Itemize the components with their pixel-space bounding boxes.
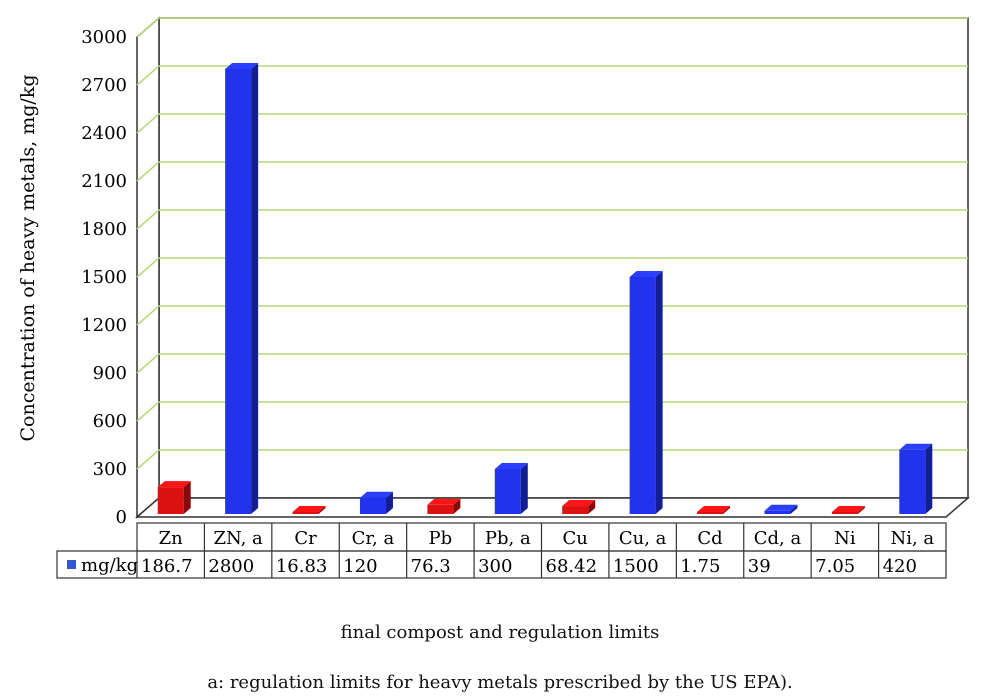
bar-front (427, 504, 454, 514)
data-value-label: 1500 (613, 556, 659, 577)
table-value-row (56, 550, 947, 579)
bar-top (494, 463, 528, 469)
bar-top (157, 481, 191, 488)
category-label: ZN, a (213, 528, 263, 549)
bar-front (899, 449, 926, 514)
bar-front (562, 506, 589, 514)
data-value-label: 7.05 (815, 556, 855, 577)
bar-side (790, 504, 798, 514)
bar-front (697, 512, 724, 514)
category-label: Cd, a (754, 528, 802, 549)
bar-top (292, 506, 326, 512)
data-value-label: 39 (748, 556, 771, 577)
plot-floor (134, 497, 971, 518)
bar-top (899, 443, 933, 450)
bar-side (453, 498, 461, 514)
bar-front (157, 487, 184, 514)
category-label: Cd (697, 528, 722, 549)
category-label: Ni, a (890, 528, 934, 549)
bar-front (292, 512, 319, 514)
y-tick-label: 1500 (81, 267, 127, 288)
category-label: Cu (563, 528, 588, 549)
chart-footnote: a: regulation limits for heavy metals pr… (207, 672, 793, 693)
y-tick-label: 600 (93, 411, 127, 432)
bar-top (225, 63, 259, 69)
gridline (136, 353, 968, 374)
category-label: Pb (429, 528, 453, 549)
gridline (136, 17, 968, 38)
category-label: Cu, a (619, 528, 667, 549)
gridline (136, 449, 968, 470)
gridline (136, 401, 968, 422)
bar-front (764, 510, 791, 514)
gridline (136, 305, 968, 326)
bar-front (831, 512, 858, 514)
x-axis-title: final compost and regulation limits (340, 622, 660, 643)
bar-side (655, 271, 663, 514)
data-value-label: 68.42 (546, 556, 598, 577)
bar-side (925, 443, 933, 514)
data-value-label: 300 (478, 556, 512, 577)
data-value-label: 186.7 (141, 556, 193, 577)
category-label: Cr, a (352, 528, 395, 549)
gridline (136, 161, 968, 182)
bar-front (225, 69, 252, 514)
y-tick-label: 2100 (81, 171, 127, 192)
data-value-label: 76.3 (411, 556, 451, 577)
bar-top (427, 498, 461, 505)
legend-swatch (67, 560, 76, 569)
data-value-label: 2800 (208, 556, 254, 577)
gridline (136, 209, 968, 230)
bar-front (629, 277, 656, 514)
bar-side (183, 481, 191, 514)
y-tick-label: 1800 (81, 219, 127, 240)
bar-side (857, 506, 865, 514)
category-label: Cr (294, 528, 317, 549)
data-value-label: 420 (883, 556, 917, 577)
bar-side (588, 500, 596, 514)
y-tick-label: 2400 (81, 123, 127, 144)
data-value-label: 120 (343, 556, 377, 577)
y-tick-label: 900 (93, 363, 127, 384)
y-tick-label: 1200 (81, 315, 127, 336)
data-value-label: 1.75 (680, 556, 720, 577)
bar-side (723, 506, 731, 514)
bar-top (629, 271, 663, 277)
y-tick-label: 0 (116, 507, 127, 528)
gridline (136, 65, 968, 86)
gridline (136, 113, 968, 134)
category-label: Ni (834, 528, 856, 549)
bar-top (764, 504, 798, 511)
bar-front (494, 469, 521, 514)
bar-front (359, 497, 386, 514)
y-tick-label: 300 (93, 459, 127, 480)
y-axis-title: Concentration of heavy metals, mg/kg (17, 74, 39, 441)
category-label: Pb, a (485, 528, 531, 549)
bar-top (562, 500, 596, 507)
y-tick-label: 3000 (81, 27, 127, 48)
bar-side (318, 506, 326, 514)
category-label: Zn (159, 528, 184, 549)
bar-top (697, 506, 731, 512)
bar-side (520, 463, 528, 514)
bar-top (359, 491, 393, 498)
y-tick-label: 2700 (81, 75, 127, 96)
legend-label: mg/kg (81, 555, 138, 576)
data-value-label: 16.83 (276, 556, 328, 577)
bar-top (831, 506, 865, 512)
gridline (136, 257, 968, 278)
bar-side (251, 63, 259, 514)
bar-side (385, 491, 393, 514)
